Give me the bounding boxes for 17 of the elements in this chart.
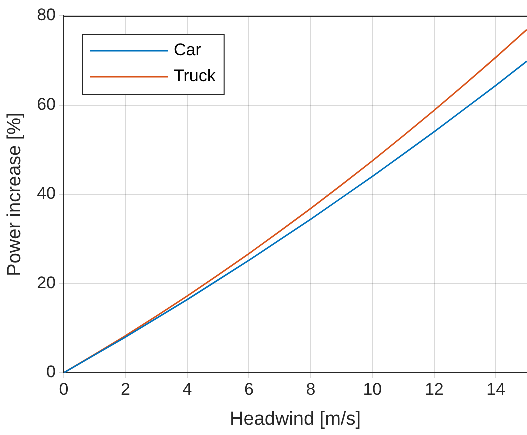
legend-label: Truck	[174, 66, 216, 86]
y-tick-label: 40	[37, 184, 56, 204]
y-axis-title: Power increase [%]	[4, 112, 26, 276]
legend-label: Car	[174, 40, 202, 60]
y-tick-label: 0	[46, 362, 56, 382]
x-tick-label: 14	[486, 380, 506, 399]
x-tick-label: 10	[363, 380, 382, 399]
y-tick-label: 80	[37, 6, 56, 25]
x-tick-label: 6	[244, 380, 254, 399]
x-tick-label: 2	[121, 380, 130, 399]
x-tick-label: 12	[424, 380, 444, 399]
y-tick-label: 20	[37, 273, 56, 292]
x-tick-label: 8	[306, 380, 316, 399]
x-tick-label: 0	[59, 380, 69, 399]
y-tick-label: 60	[37, 94, 56, 114]
x-axis-title: Headwind [m/s]	[230, 408, 361, 430]
x-tick-label: 4	[182, 380, 192, 399]
